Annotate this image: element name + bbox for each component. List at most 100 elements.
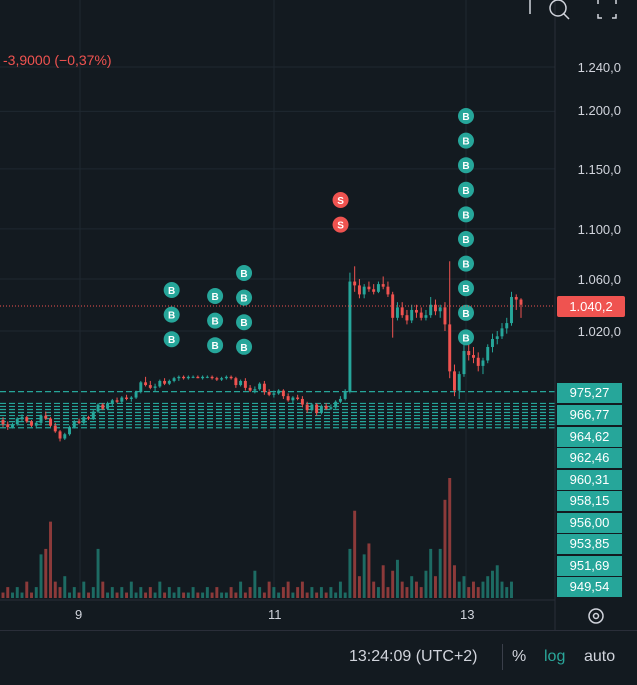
signal-label: B bbox=[462, 260, 469, 271]
signal-marker bbox=[458, 157, 474, 174]
candle-body bbox=[148, 385, 152, 388]
volume-bar bbox=[495, 565, 499, 598]
volume-bar bbox=[272, 587, 276, 598]
volume-bar bbox=[410, 576, 414, 598]
candle-body bbox=[381, 284, 385, 287]
candle-body bbox=[348, 281, 352, 392]
candle-body bbox=[353, 281, 357, 286]
candle-body bbox=[391, 294, 395, 318]
signal-marker bbox=[458, 304, 474, 321]
candle-body bbox=[291, 397, 295, 401]
level-label: 964,62 bbox=[557, 427, 622, 447]
volume-bar bbox=[267, 581, 271, 598]
signal-label: B bbox=[168, 286, 175, 297]
candle-body bbox=[44, 415, 48, 419]
x-tick: 9 bbox=[75, 607, 83, 622]
volume-bar bbox=[239, 581, 243, 598]
candle-body bbox=[476, 357, 480, 366]
volume-bar bbox=[452, 565, 456, 598]
candle-body bbox=[272, 393, 276, 395]
signal-marker bbox=[163, 306, 180, 323]
volume-bar bbox=[139, 587, 143, 598]
signal-marker bbox=[458, 329, 474, 346]
log-toggle[interactable]: log bbox=[544, 648, 566, 665]
volume-bar bbox=[467, 587, 471, 598]
candle-body bbox=[20, 417, 24, 419]
signal-marker bbox=[163, 282, 180, 298]
volume-bar bbox=[91, 587, 95, 598]
candle-body bbox=[267, 391, 271, 395]
volume-bar bbox=[229, 587, 233, 598]
percent-toggle[interactable]: % bbox=[512, 648, 527, 665]
auto-toggle[interactable]: auto bbox=[584, 648, 616, 665]
fullscreen-icon[interactable] bbox=[597, 0, 617, 19]
signal-marker bbox=[458, 181, 474, 198]
candlestick-series bbox=[1, 261, 523, 442]
signal-marker bbox=[332, 216, 349, 233]
volume-bar bbox=[448, 478, 452, 598]
y-tick: 1.240,0 bbox=[577, 60, 621, 75]
candle-body bbox=[87, 417, 91, 419]
level-label: 960,31 bbox=[557, 470, 622, 490]
candle-body bbox=[296, 397, 300, 399]
candle-body bbox=[177, 376, 181, 379]
candle-body bbox=[253, 389, 257, 391]
candle-body bbox=[25, 417, 29, 422]
candle-body bbox=[338, 398, 342, 402]
signal-label: B bbox=[168, 311, 175, 322]
candle-body bbox=[248, 387, 252, 391]
volume-bar bbox=[205, 587, 209, 598]
level-label: 951,69 bbox=[557, 556, 622, 576]
signal-label: B bbox=[462, 235, 469, 246]
volume-bar bbox=[120, 587, 124, 598]
candle-body bbox=[201, 376, 205, 379]
signal-marker bbox=[207, 288, 224, 304]
candle-body bbox=[186, 376, 190, 379]
y-tick: 1.020,0 bbox=[577, 324, 621, 339]
volume-bar bbox=[462, 576, 466, 598]
volume-bar bbox=[429, 548, 433, 598]
candle-body bbox=[58, 431, 62, 439]
candle-body bbox=[77, 421, 81, 423]
volume-bar bbox=[414, 581, 418, 598]
candle-body bbox=[196, 376, 200, 379]
snapshot-icon[interactable] bbox=[549, 0, 570, 20]
volume-bar bbox=[277, 592, 281, 598]
level-label: 958,15 bbox=[557, 491, 622, 511]
volume-bar bbox=[500, 581, 504, 598]
candle-body bbox=[72, 421, 76, 428]
candle-body bbox=[410, 309, 414, 321]
volume-bar bbox=[348, 548, 352, 598]
clock-time[interactable]: 13:24:09 (UTC+2) bbox=[349, 648, 478, 665]
candle-body bbox=[91, 411, 95, 419]
signal-label: B bbox=[462, 137, 469, 148]
volume-bar bbox=[400, 581, 404, 598]
candle-body bbox=[49, 418, 52, 426]
volume-bar bbox=[186, 592, 190, 598]
volume-bar bbox=[334, 592, 338, 598]
volume-bar bbox=[215, 587, 219, 598]
volume-bar bbox=[419, 587, 423, 598]
volume-bar bbox=[167, 587, 171, 598]
volume-bar bbox=[101, 581, 105, 598]
signal-marker bbox=[236, 265, 253, 281]
signal-marker bbox=[207, 312, 224, 329]
candle-body bbox=[96, 404, 100, 412]
settings-icon[interactable] bbox=[588, 608, 604, 624]
grid-lines bbox=[0, 0, 555, 600]
volume-bar bbox=[39, 554, 43, 598]
candle-body bbox=[495, 336, 499, 339]
volume-bar bbox=[49, 521, 52, 598]
candle-body bbox=[467, 351, 471, 356]
volume-bar bbox=[510, 581, 513, 598]
signal-marker bbox=[458, 231, 474, 247]
candle-body bbox=[486, 346, 490, 361]
signal-markers: B B B B B B B B B B S S B B B B B B B B B B bbox=[163, 108, 474, 355]
y-tick: 1.150,0 bbox=[577, 162, 621, 177]
volume-bar bbox=[153, 592, 157, 598]
signal-label: B bbox=[211, 292, 218, 303]
volume-bar bbox=[72, 587, 76, 598]
volume-bar bbox=[25, 581, 29, 598]
signal-label: S bbox=[337, 221, 344, 232]
